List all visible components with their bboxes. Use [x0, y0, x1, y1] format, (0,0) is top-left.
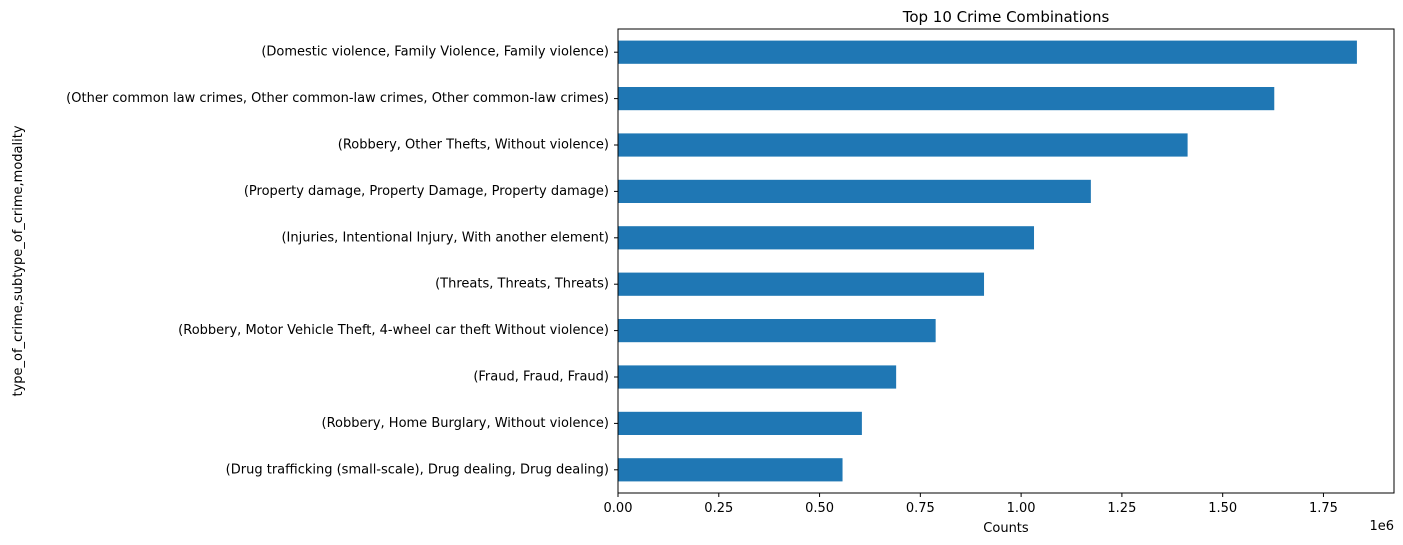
- category-label: (Robbery, Home Burglary, Without violenc…: [322, 416, 609, 431]
- bar: [618, 133, 1188, 157]
- x-tick-label: 1.25: [1107, 501, 1136, 516]
- x-tick-label: 0.50: [805, 501, 834, 516]
- bars-group: [618, 40, 1357, 482]
- chart-title: Top 10 Crime Combinations: [902, 8, 1110, 26]
- x-tick-label: 0.00: [604, 501, 633, 516]
- category-label: (Domestic violence, Family Violence, Fam…: [261, 45, 609, 60]
- category-label: (Property damage, Property Damage, Prope…: [244, 184, 609, 199]
- x-tick-label: 1.00: [1007, 501, 1036, 516]
- bar: [618, 40, 1357, 64]
- category-label: (Fraud, Fraud, Fraud): [473, 370, 609, 385]
- category-label: (Drug trafficking (small-scale), Drug de…: [226, 462, 609, 477]
- category-label: (Robbery, Other Thefts, Without violence…: [338, 138, 609, 153]
- x-tick-label: 0.25: [704, 501, 733, 516]
- x-tick-label: 1.50: [1208, 501, 1237, 516]
- category-labels: (Domestic violence, Family Violence, Fam…: [66, 45, 618, 477]
- category-label: (Other common law crimes, Other common-l…: [66, 91, 609, 106]
- bar: [618, 458, 843, 482]
- category-label: (Robbery, Motor Vehicle Theft, 4-wheel c…: [178, 323, 609, 338]
- x-axis-ticks: 0.00 0.25 0.50 0.75 1.00 1.25 1.50 1.75: [604, 493, 1338, 516]
- bar: [618, 179, 1091, 203]
- bar: [618, 272, 985, 296]
- bar: [618, 319, 936, 343]
- bar: [618, 365, 897, 389]
- x-tick-label: 0.75: [906, 501, 935, 516]
- y-axis-title: type_of_crime,subtype_of_crime,modality: [11, 125, 26, 396]
- plot-frame: [617, 28, 1395, 494]
- category-label: (Threats, Threats, Threats): [435, 277, 609, 292]
- bar: [618, 87, 1275, 111]
- bar: [618, 226, 1035, 250]
- bar: [618, 411, 862, 435]
- x-axis-title: Counts: [983, 521, 1029, 536]
- x-axis-offset-label: 1e6: [1369, 519, 1394, 534]
- x-tick-label: 1.75: [1309, 501, 1338, 516]
- category-label: (Injuries, Intentional Injury, With anot…: [281, 230, 609, 245]
